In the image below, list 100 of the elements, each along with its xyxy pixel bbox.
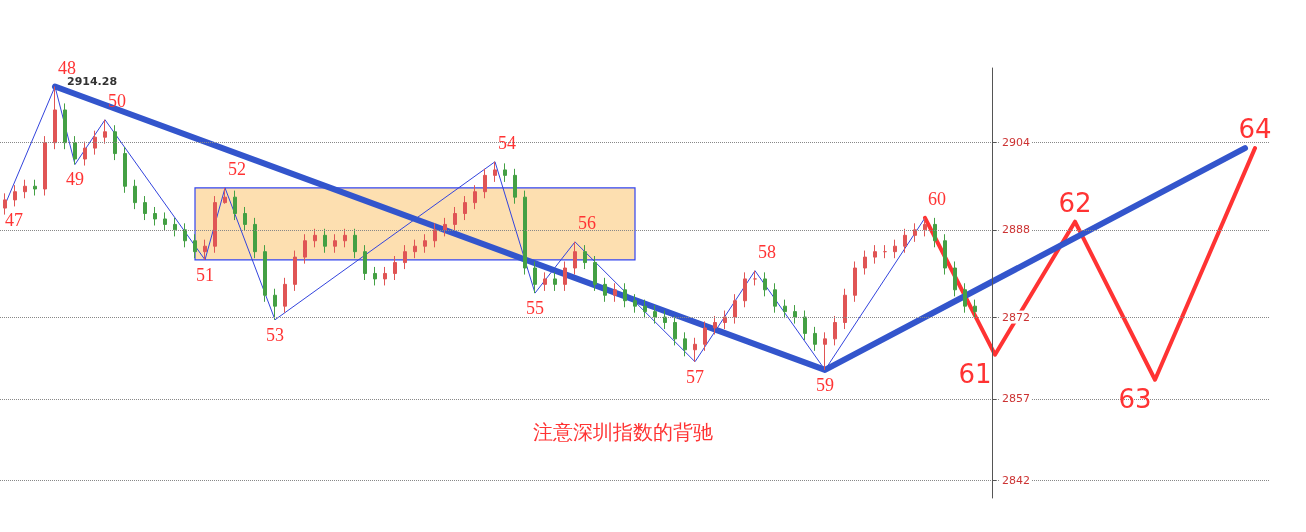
y-tick-label: 2888 bbox=[1002, 223, 1030, 237]
candlestick bbox=[363, 244, 367, 281]
candlestick bbox=[443, 217, 447, 237]
candlestick bbox=[573, 241, 577, 276]
candlestick bbox=[433, 222, 437, 248]
candlestick bbox=[413, 239, 417, 259]
candlestick bbox=[873, 244, 877, 265]
candlestick bbox=[213, 195, 217, 254]
candlestick bbox=[963, 282, 967, 314]
annotation: 62 bbox=[1058, 187, 1092, 218]
candlestick bbox=[813, 326, 817, 352]
candlestick bbox=[353, 228, 357, 259]
candlestick bbox=[393, 255, 397, 281]
candlestick bbox=[663, 310, 667, 330]
candlestick bbox=[453, 206, 457, 232]
candlestick bbox=[183, 222, 187, 248]
annotation: 56 bbox=[578, 212, 596, 233]
candlestick bbox=[953, 260, 957, 297]
annotation: 52 bbox=[228, 158, 246, 179]
candlestick bbox=[403, 244, 407, 270]
candlestick bbox=[143, 195, 147, 221]
candlestick bbox=[243, 206, 247, 232]
candlestick bbox=[743, 271, 747, 308]
candlestick bbox=[423, 233, 427, 254]
candlestick bbox=[73, 135, 77, 165]
candlestick bbox=[933, 217, 937, 248]
candlestick bbox=[863, 250, 867, 276]
candlestick bbox=[673, 315, 677, 346]
candlestick bbox=[113, 124, 117, 161]
candlestick bbox=[483, 168, 487, 199]
candlestick bbox=[893, 239, 897, 259]
candlestick bbox=[43, 135, 47, 197]
candlestick bbox=[793, 304, 797, 325]
annotation: 63 bbox=[1118, 383, 1152, 414]
candlestick bbox=[13, 184, 17, 207]
candlestick bbox=[583, 244, 587, 270]
candlestick bbox=[163, 211, 167, 232]
candlestick bbox=[503, 162, 507, 183]
candlestick bbox=[593, 255, 597, 292]
candlestick bbox=[763, 271, 767, 297]
line-series bbox=[923, 146, 1257, 382]
candlestick bbox=[463, 195, 467, 221]
y-tick-label: 2904 bbox=[1002, 136, 1030, 150]
candlestick bbox=[553, 271, 557, 292]
candlestick bbox=[273, 288, 277, 321]
y-tick-label: 2857 bbox=[1002, 392, 1030, 406]
candlestick bbox=[803, 310, 807, 341]
candlestick bbox=[373, 266, 377, 286]
candlestick bbox=[323, 228, 327, 254]
annotation: 2914.28 bbox=[67, 75, 118, 89]
candlestick bbox=[913, 222, 917, 243]
annotation: 54 bbox=[498, 132, 516, 153]
candlestick bbox=[603, 277, 607, 303]
annotation: 47 bbox=[5, 209, 23, 230]
annotation: 61 bbox=[958, 358, 992, 389]
annotation: 48 bbox=[58, 57, 76, 78]
y-tick-label: 2842 bbox=[1002, 474, 1030, 488]
candlestick bbox=[223, 187, 227, 205]
candlestick bbox=[833, 315, 837, 346]
candlestick bbox=[173, 217, 177, 237]
candlestick bbox=[643, 299, 647, 319]
candlestick bbox=[683, 331, 687, 357]
annotation: 49 bbox=[66, 169, 84, 190]
candlestick bbox=[563, 260, 567, 292]
candlestick bbox=[723, 310, 727, 330]
candlestick bbox=[203, 239, 207, 261]
annotation: 51 bbox=[196, 264, 214, 285]
candlestick bbox=[883, 244, 887, 259]
candlestick bbox=[133, 179, 137, 210]
annotation: 50 bbox=[108, 90, 126, 111]
candlestick bbox=[753, 270, 757, 286]
y-tick-label: 2872 bbox=[1002, 310, 1030, 324]
annotation: 60 bbox=[928, 188, 946, 209]
candlestick bbox=[703, 320, 707, 352]
candlestick bbox=[333, 233, 337, 254]
candlestick bbox=[633, 293, 637, 314]
candlestick bbox=[973, 299, 977, 319]
candlestick bbox=[153, 206, 157, 226]
candlestick bbox=[33, 179, 37, 197]
candlestick bbox=[383, 266, 387, 286]
candlestick bbox=[3, 192, 7, 216]
candlestick bbox=[83, 141, 87, 167]
candlestick bbox=[93, 130, 97, 156]
candlestick bbox=[103, 119, 107, 145]
annotation: 55 bbox=[526, 298, 544, 319]
candlestick bbox=[693, 337, 697, 363]
candlestick bbox=[193, 233, 197, 259]
annotation: 59 bbox=[816, 374, 834, 395]
annotation: 58 bbox=[758, 241, 776, 262]
candlestick bbox=[53, 86, 57, 150]
candlestick bbox=[613, 282, 617, 303]
candlestick bbox=[903, 228, 907, 254]
annotation: 57 bbox=[686, 366, 704, 387]
candlestick bbox=[303, 233, 307, 265]
candlestick bbox=[823, 331, 827, 371]
candlestick bbox=[773, 282, 777, 314]
candlestick bbox=[843, 288, 847, 330]
candlestick bbox=[733, 293, 737, 325]
candlestick bbox=[533, 260, 537, 294]
candlestick bbox=[233, 190, 237, 221]
